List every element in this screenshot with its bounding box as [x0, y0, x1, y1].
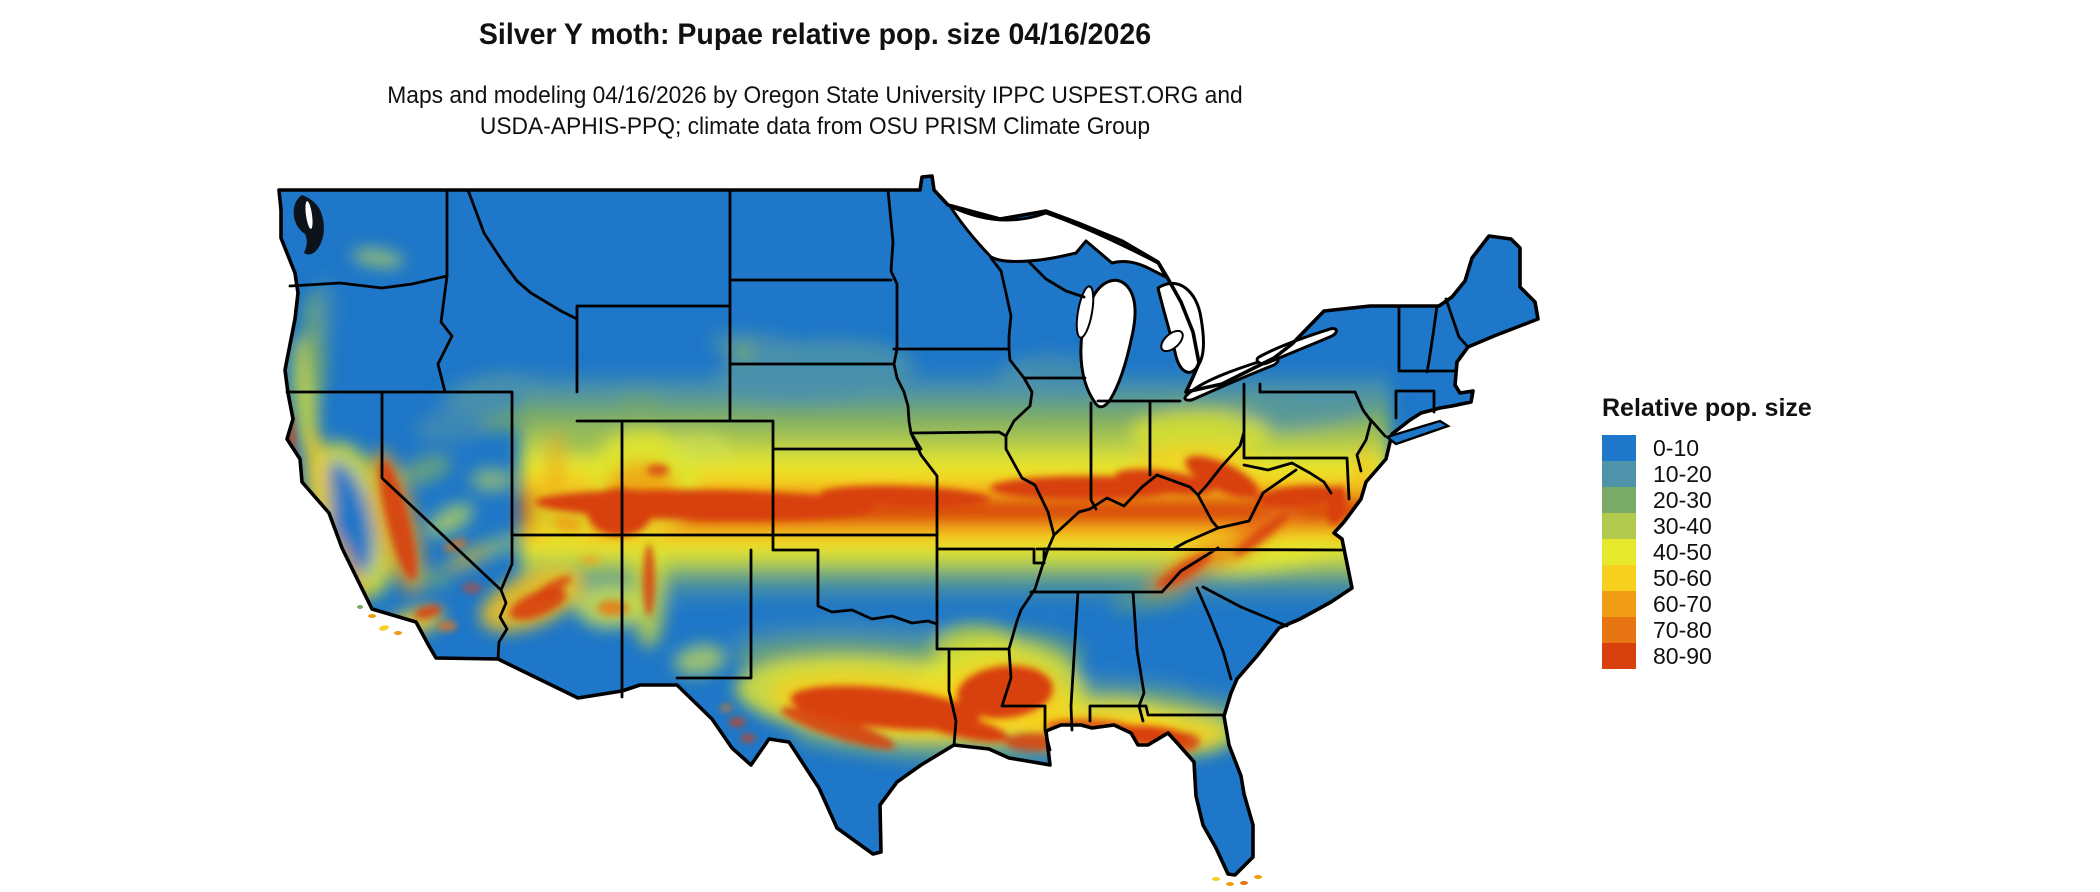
- subtitle-line-2: USDA-APHIS-PPQ; climate data from OSU PR…: [479, 113, 1151, 140]
- legend-swatch: [1602, 591, 1636, 617]
- legend-row: 40-50: [1602, 539, 1812, 565]
- legend-swatch: [1602, 513, 1636, 539]
- legend-row: 70-80: [1602, 617, 1812, 643]
- legend-swatch: [1602, 643, 1636, 669]
- legend-swatch: [1602, 617, 1636, 643]
- puget-sound-water: [305, 201, 313, 229]
- channel-islands: [357, 605, 402, 635]
- legend-swatch: [1602, 539, 1636, 565]
- green-bay: [1075, 285, 1095, 339]
- legend-title: Relative pop. size: [1602, 394, 1812, 422]
- legend-label: 20-30: [1653, 486, 1712, 513]
- legend-row: 10-20: [1602, 461, 1812, 487]
- legend-swatch: [1602, 435, 1636, 461]
- legend-row: 80-90: [1602, 643, 1812, 669]
- legend-swatch: [1602, 487, 1636, 513]
- legend-row: 20-30: [1602, 487, 1812, 513]
- legend-row: 60-70: [1602, 591, 1812, 617]
- legend-label: 30-40: [1653, 512, 1712, 539]
- heat-overlay-cores: [287, 414, 1347, 752]
- legend-row: 50-60: [1602, 565, 1812, 591]
- legend-label: 10-20: [1653, 460, 1712, 487]
- legend-swatch: [1602, 461, 1636, 487]
- legend: Relative pop. size 0-10 10-20 20-30 30-40 40…: [1602, 394, 1812, 669]
- legend-swatch: [1602, 565, 1636, 591]
- saginaw-bay: [1160, 329, 1184, 353]
- legend-label: 60-70: [1653, 590, 1712, 617]
- legend-label: 70-80: [1653, 616, 1712, 643]
- subtitle-line-1: Maps and modeling 04/16/2026 by Oregon S…: [387, 82, 1243, 109]
- page-subtitle: Maps and modeling 04/16/2026 by Oregon S…: [41, 80, 1590, 142]
- map-base: [279, 176, 1538, 875]
- legend-label: 50-60: [1653, 564, 1712, 591]
- florida-keys: [1212, 875, 1262, 886]
- long-island: [1384, 419, 1451, 446]
- legend-label: 40-50: [1653, 538, 1712, 565]
- legend-row: 30-40: [1602, 513, 1812, 539]
- legend-label: 0-10: [1653, 434, 1700, 461]
- legend-label: 80-90: [1653, 642, 1712, 669]
- page-title: Silver Y moth: Pupae relative pop. size …: [478, 18, 1152, 51]
- legend-row: 0-10: [1602, 435, 1812, 461]
- state-borders: [285, 188, 1470, 752]
- legend-items: 0-10 10-20 20-30 30-40 40-50 50-60 60-70 70-80 8…: [1602, 435, 1812, 669]
